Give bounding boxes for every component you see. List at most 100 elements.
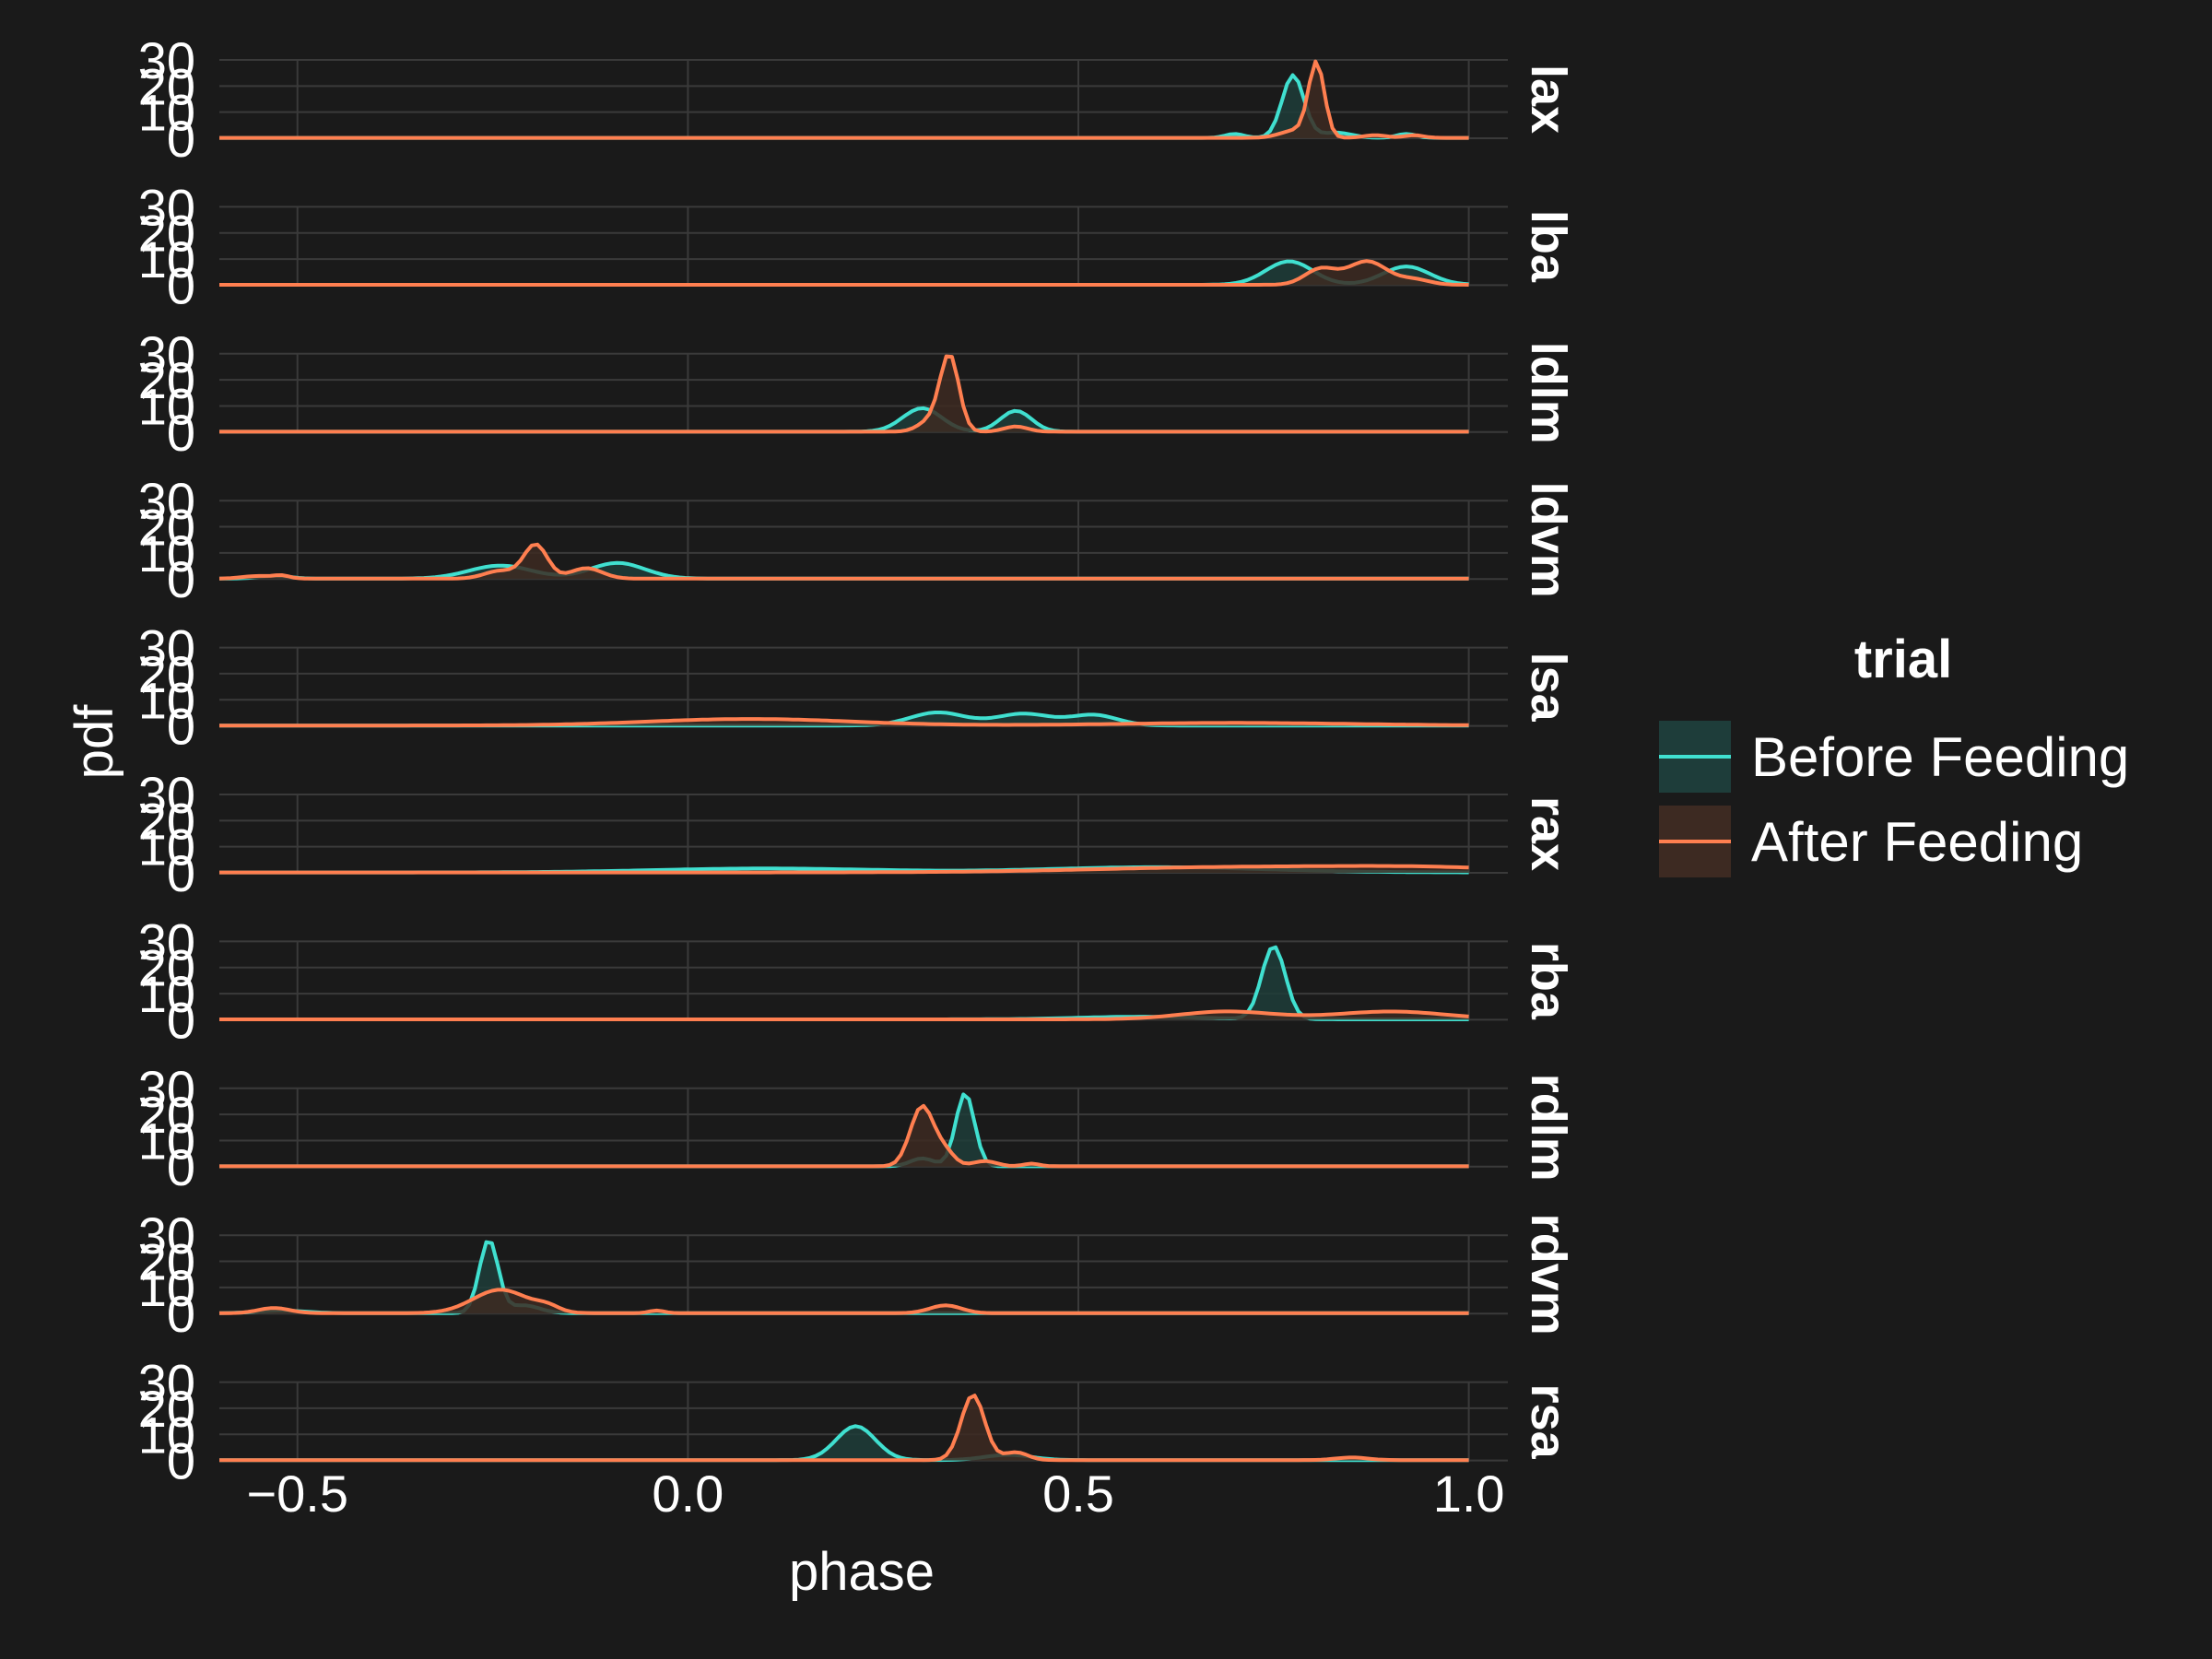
y-tick-label: 0 [167, 1138, 195, 1196]
y-tick-label: 20 [138, 205, 195, 263]
y-tick-label: 30 [138, 1206, 195, 1265]
y-tick-label: 20 [138, 1086, 195, 1144]
density-line-after [219, 354, 1469, 434]
legend-title: trial [1854, 629, 1952, 689]
y-tick-label: 30 [138, 619, 195, 677]
y-tick-label: 0 [167, 991, 195, 1049]
density-area-after [219, 261, 1469, 286]
y-tick-label: 20 [138, 499, 195, 557]
density-line-after [218, 542, 1469, 581]
y-tick-label: 0 [167, 844, 195, 902]
y-tick-label: 30 [138, 178, 195, 236]
density-line-after [219, 259, 1469, 287]
strip-label: lax [1521, 65, 1576, 134]
y-tick-label: 0 [167, 110, 195, 168]
density-line-after [219, 1009, 1469, 1021]
y-tick-label: 30 [138, 31, 195, 89]
y-tick-label: 10 [138, 84, 195, 142]
density-area-before [219, 407, 1469, 432]
y-tick-label: 20 [138, 645, 195, 703]
density-area-before [219, 1241, 1469, 1314]
y-tick-label: 0 [167, 1432, 195, 1490]
x-tick-label: 0.0 [652, 1465, 724, 1523]
y-tick-label: 30 [138, 1354, 195, 1412]
legend-key-after: After Feeding [1659, 806, 2083, 877]
y-tick-label: 0 [167, 698, 195, 756]
x-tick-label: 0.5 [1042, 1465, 1114, 1523]
density-line-after [219, 864, 1469, 875]
density-area-after [219, 544, 1469, 580]
strip-label: rdlm [1521, 1074, 1576, 1182]
density-line-before [219, 1092, 1469, 1169]
x-axis: −0.5 0.0 0.5 1.0 [246, 1465, 1504, 1523]
y-tick-label: 10 [138, 230, 195, 288]
legend-label: Before Feeding [1751, 726, 2129, 788]
density-line-after [219, 1394, 1469, 1463]
density-area-after [219, 356, 1469, 432]
legend-key-before: Before Feeding [1659, 721, 2129, 793]
y-tick-label: 0 [167, 1285, 195, 1343]
y-tick-label: 10 [138, 965, 195, 1023]
strip-label: lba [1521, 210, 1576, 283]
density-area-before [219, 562, 1469, 580]
density-area-after [219, 1289, 1469, 1314]
y-tick-label: 30 [138, 1060, 195, 1118]
y-tick-label: 20 [138, 57, 195, 115]
y-tick-label: 0 [167, 404, 195, 462]
density-area-after [219, 865, 1469, 873]
strip-label: rdvm [1521, 1214, 1576, 1335]
y-tick-label: 30 [138, 912, 195, 971]
y-tick-label: 30 [138, 325, 195, 383]
y-tick-label: 10 [138, 524, 195, 582]
density-line-after [219, 1103, 1469, 1169]
x-axis-title: phase [789, 1542, 935, 1602]
density-line-after [219, 59, 1469, 140]
x-tick-label: 1.0 [1433, 1465, 1505, 1523]
strip-label: lsa [1521, 653, 1576, 723]
y-tick-label: 10 [138, 377, 195, 435]
y-tick-label: 0 [167, 256, 195, 314]
strip-label: rsa [1521, 1384, 1576, 1460]
y-tick-label: 30 [138, 766, 195, 824]
density-line-before [219, 406, 1469, 434]
y-tick-label: 20 [138, 1233, 195, 1291]
density-line-after [219, 717, 1469, 728]
strip-label: rba [1521, 942, 1576, 1020]
y-tick-label: 20 [138, 939, 195, 997]
strip-label: rax [1521, 796, 1576, 871]
y-tick-label: 10 [138, 1112, 195, 1170]
strip-label: ldvm [1521, 482, 1576, 598]
density-line-before [218, 1240, 1469, 1315]
y-tick-label: 30 [138, 472, 195, 530]
legend-label: After Feeding [1751, 811, 2083, 873]
x-tick-label: −0.5 [246, 1465, 348, 1523]
density-area-before [219, 1094, 1469, 1167]
density-area-before [219, 1426, 1469, 1461]
y-tick-label: 20 [138, 351, 195, 409]
y-tick-label: 10 [138, 671, 195, 729]
y-tick-label: 10 [138, 1406, 195, 1464]
y-tick-label: 10 [138, 1259, 195, 1317]
density-area-before [219, 261, 1469, 286]
y-tick-label: 0 [167, 550, 195, 608]
y-tick-label: 10 [138, 818, 195, 877]
density-line-before [219, 560, 1469, 581]
y-tick-label: 20 [138, 1380, 195, 1438]
legend: trial Before Feeding After Feeding [1659, 629, 2129, 877]
strip-label: ldlm [1521, 342, 1576, 444]
density-line-after [218, 1288, 1469, 1315]
y-axis-title: pdf [65, 704, 124, 780]
y-tick-label: 20 [138, 792, 195, 850]
